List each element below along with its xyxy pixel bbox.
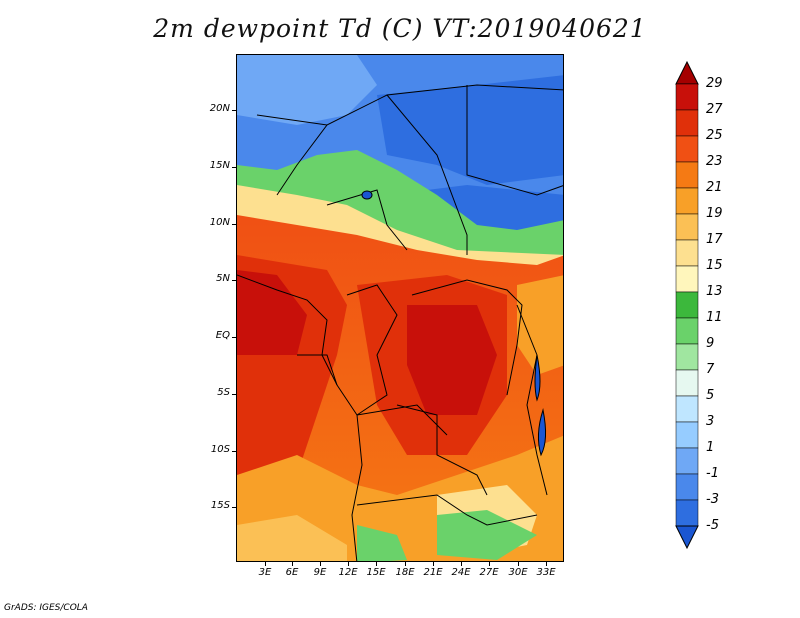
lat-tick bbox=[232, 394, 236, 395]
legend-swatch bbox=[675, 83, 699, 111]
legend-label: 15 bbox=[706, 258, 723, 273]
lon-tick bbox=[292, 562, 293, 566]
legend-label: 9 bbox=[706, 336, 715, 351]
legend-top-arrow bbox=[675, 60, 699, 85]
lon-label: 15E bbox=[366, 567, 386, 578]
legend-label: 27 bbox=[706, 102, 723, 117]
lon-label: 9E bbox=[313, 567, 327, 578]
lon-tick bbox=[433, 562, 434, 566]
lon-tick bbox=[265, 562, 266, 566]
lon-label: 24E bbox=[451, 567, 471, 578]
legend-swatch bbox=[675, 187, 699, 215]
legend-label: 7 bbox=[706, 362, 715, 377]
lon-tick bbox=[320, 562, 321, 566]
lon-tick bbox=[489, 562, 490, 566]
dewpoint-map bbox=[236, 54, 564, 562]
legend-label: 3 bbox=[706, 414, 715, 429]
lat-tick bbox=[232, 337, 236, 338]
legend-label: 13 bbox=[706, 284, 723, 299]
legend-label: 29 bbox=[706, 76, 723, 91]
lat-label: 5N bbox=[216, 273, 230, 284]
legend-swatch bbox=[675, 499, 699, 527]
lat-tick bbox=[232, 167, 236, 168]
lat-tick bbox=[232, 451, 236, 452]
lat-label: 10N bbox=[209, 217, 230, 228]
lon-label: 30E bbox=[508, 567, 528, 578]
legend-label: -3 bbox=[706, 492, 719, 507]
legend-swatch bbox=[675, 291, 699, 319]
legend-label: 23 bbox=[706, 154, 723, 169]
color-legend: 29 27 25 23 21 19 17 15 13 11 9 7 5 3 1 -1 -3 -5 bbox=[672, 58, 752, 558]
lon-label: 18E bbox=[395, 567, 415, 578]
legend-bottom-arrow bbox=[675, 525, 699, 550]
legend-swatch bbox=[675, 343, 699, 371]
lon-label: 3E bbox=[258, 567, 272, 578]
lon-tick bbox=[405, 562, 406, 566]
lat-tick bbox=[232, 224, 236, 225]
lon-tick bbox=[546, 562, 547, 566]
legend-swatch bbox=[675, 109, 699, 137]
legend-swatch bbox=[675, 473, 699, 501]
legend-label: 11 bbox=[706, 310, 723, 325]
lon-tick bbox=[376, 562, 377, 566]
legend-swatch bbox=[675, 135, 699, 163]
legend-label: -5 bbox=[706, 518, 719, 533]
lon-tick bbox=[348, 562, 349, 566]
legend-swatch bbox=[675, 369, 699, 397]
lon-label: 21E bbox=[423, 567, 443, 578]
grads-credit: GrADS: IGES/COLA bbox=[4, 603, 88, 613]
legend-colorbar bbox=[675, 60, 699, 550]
lon-label: 12E bbox=[338, 567, 358, 578]
legend-label: 5 bbox=[706, 388, 715, 403]
legend-swatch bbox=[675, 161, 699, 189]
legend-swatch bbox=[675, 395, 699, 423]
lat-label: 20N bbox=[209, 103, 230, 114]
legend-swatch bbox=[675, 239, 699, 267]
lat-label: 10S bbox=[210, 444, 230, 455]
legend-swatch bbox=[675, 317, 699, 345]
lat-label: 15S bbox=[210, 500, 230, 511]
map-title: 2m dewpoint Td (C) VT:2019040621 bbox=[153, 14, 647, 43]
lat-tick bbox=[232, 280, 236, 281]
legend-swatch bbox=[675, 265, 699, 293]
lon-label: 27E bbox=[479, 567, 499, 578]
lon-label: 33E bbox=[536, 567, 556, 578]
lat-tick bbox=[232, 507, 236, 508]
legend-label: 1 bbox=[706, 440, 715, 455]
legend-swatch bbox=[675, 447, 699, 475]
lon-label: 6E bbox=[285, 567, 299, 578]
lon-tick bbox=[518, 562, 519, 566]
lat-label: EQ bbox=[215, 330, 230, 341]
lat-label: 5S bbox=[217, 387, 230, 398]
legend-swatch bbox=[675, 213, 699, 241]
legend-label: 21 bbox=[706, 180, 723, 195]
legend-label: -1 bbox=[706, 466, 719, 481]
legend-label: 17 bbox=[706, 232, 723, 247]
legend-label: 19 bbox=[706, 206, 723, 221]
lon-tick bbox=[461, 562, 462, 566]
lat-label: 15N bbox=[209, 160, 230, 171]
map-field bbox=[237, 55, 563, 561]
lat-tick bbox=[232, 110, 236, 111]
legend-label: 25 bbox=[706, 128, 723, 143]
legend-swatch bbox=[675, 421, 699, 449]
